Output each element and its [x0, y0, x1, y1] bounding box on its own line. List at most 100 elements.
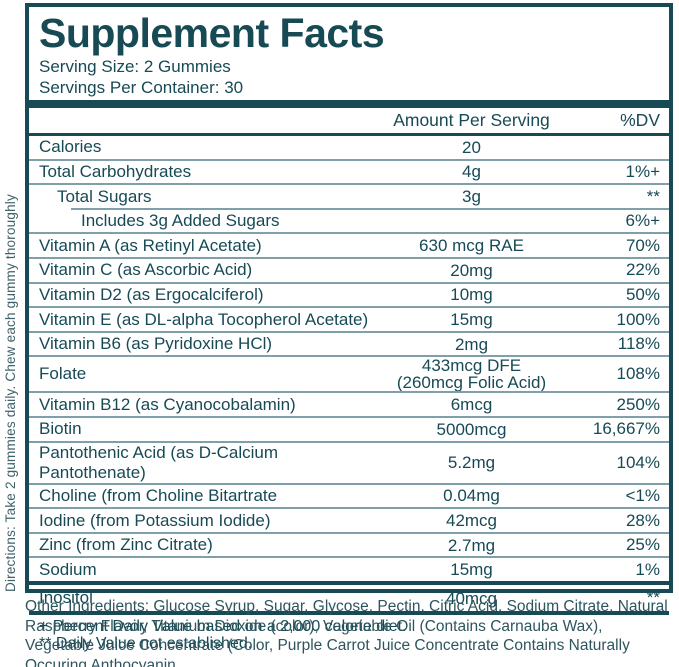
divider-thick-top [29, 100, 669, 109]
row-separator [29, 482, 669, 485]
nutrient-name: Calories [39, 137, 102, 157]
table-row: Total Sugars 3g ** [29, 185, 669, 208]
table-row: Total Carbohydrates 4g 1%+ [29, 161, 669, 184]
nutrient-amount: 3g [462, 187, 481, 207]
nutrient-amount: 2.7mg [447, 535, 496, 555]
nutrient-dv: 70% [625, 235, 660, 255]
nutrient-amount: 15mg [450, 310, 493, 330]
nutrient-dv: 25% [625, 535, 660, 555]
nutrient-dv: 104% [616, 452, 660, 472]
table-row: Includes 3g Added Sugars 6%+ [29, 210, 669, 233]
nutrient-name: Choline (from Choline Bitartrate [39, 485, 278, 505]
row-separator [29, 507, 669, 510]
nutrient-dv: 108% [616, 364, 660, 384]
nutrient-name: Folate [39, 364, 87, 384]
divider-above-inositol [29, 581, 669, 585]
nutrient-dv: 28% [625, 510, 660, 530]
nutrient-name: Sodium [39, 559, 97, 579]
row-separator [29, 306, 669, 309]
nutrient-amount: 630 mcg RAE [419, 236, 524, 256]
nutrient-amount: 42mcg [445, 511, 498, 531]
divider-above-footnotes [29, 611, 669, 615]
row-separator [29, 391, 669, 394]
nutrient-amount: 20 [462, 137, 481, 157]
facts-rows: Calories 20 Total Carbohydrates 4g 1%+ Total … [29, 136, 669, 581]
table-row: Folate 433mcg DFE (260mcg Folic Acid) 108% [29, 357, 669, 391]
row-separator [29, 281, 669, 284]
table-row: Biotin 5000mcg 16,667% [29, 418, 669, 441]
table-row: Vitamin B12 (as Cyanocobalamin) 6mcg 250% [29, 393, 669, 416]
table-row: Vitamin D2 (as Ergocalciferol) 10mg 50% [29, 284, 669, 307]
nutrient-name: Vitamin E (as DL-alpha Tocopherol Acetat… [39, 309, 369, 329]
nutrient-dv: 50% [625, 284, 660, 304]
row-separator [29, 355, 669, 358]
nutrient-dv: ** [646, 186, 660, 206]
nutrient-dv: 6%+ [625, 211, 661, 231]
other-ingredients-text: Other Ingredients: Glucose Syrup, Sugar,… [25, 598, 668, 667]
nutrient-amount: 5000mcg [436, 419, 507, 439]
table-row: Vitamin A (as Retinyl Acetate) 630 mcg RA… [29, 234, 669, 257]
row-separator [29, 416, 669, 419]
table-row: Vitamin C (as Ascorbic Acid) 20mg 22% [29, 259, 669, 282]
nutrient-dv: 1%+ [625, 161, 661, 181]
nutrient-amount: 5.2mg [447, 453, 496, 473]
nutrient-name: Total Carbohydrates [39, 161, 192, 181]
nutrient-dv: 118% [617, 334, 660, 354]
nutrient-amount: 10mg [450, 285, 493, 305]
nutrient-name: Total Sugars [57, 186, 152, 206]
nutrient-dv: ** [646, 588, 660, 607]
nutrient-amount: 2mg [454, 334, 489, 354]
row-separator [29, 183, 669, 186]
nutrient-amount: 433mcg DFE (260mcg Folic Acid) [374, 357, 569, 391]
row-separator [29, 531, 669, 534]
row-separator [29, 440, 669, 443]
nutrient-dv: 16,667% [592, 419, 660, 439]
nutrient-name: Pantothenic Acid (as D-Calcium Pantothen… [39, 442, 279, 482]
table-row: Calories 20 [29, 136, 669, 159]
nutrient-name: Includes 3g Added Sugars [81, 211, 280, 231]
footnote-daily-value: + Percent Daily Value based on a 2,000 c… [39, 618, 407, 635]
nutrient-name: Inositol [39, 588, 93, 607]
row-separator [29, 158, 669, 161]
nutrient-name: Biotin [39, 419, 82, 439]
table-row: Iodine (from Potassium Iodide) 42mcg 28% [29, 509, 669, 532]
servings-per-container: Servings Per Container: 30 [39, 78, 244, 98]
below-panel: Other Ingredients: Glucose Syrup, Sugar,… [25, 597, 675, 667]
directions-vertical-text: Directions: Take 2 gummies daily. Chew e… [3, 194, 18, 592]
row-separator [29, 556, 669, 559]
row-separator [29, 232, 669, 235]
table-row: Vitamin E (as DL-alpha Tocopherol Acetat… [29, 308, 669, 331]
table-row: Vitamin B6 (as Pyridoxine HCl) 2mg 118% [29, 333, 669, 356]
nutrient-name: Vitamin C (as Ascorbic Acid) [39, 260, 253, 280]
nutrient-name: Vitamin B12 (as Cyanocobalamin) [39, 394, 296, 414]
nutrient-dv: 250% [616, 394, 660, 414]
table-row: Zinc (from Zinc Citrate) 2.7mg 25% [29, 534, 669, 557]
nutrient-dv: 22% [625, 260, 660, 280]
table-row: Sodium 15mg 1% [29, 558, 669, 581]
table-row: Choline (from Choline Bitartrate 0.04mg <1… [29, 485, 669, 508]
nutrient-dv: 100% [616, 309, 660, 329]
supplement-facts-panel: Supplement Facts Serving Size: 2 Gummies… [25, 3, 673, 652]
row-separator [29, 330, 669, 333]
footnote-not-established: ** Daily Value not established. [39, 635, 253, 652]
row-separator [71, 207, 669, 210]
nutrient-name: Zinc (from Zinc Citrate) [39, 535, 213, 555]
nutrient-amount: 40mcg [445, 588, 498, 608]
table-row: Inositol 40mcg ** [29, 585, 669, 611]
table-row: Pantothenic Acid (as D-Calcium Pantothen… [29, 443, 669, 483]
divider-under-header [29, 133, 669, 137]
nutrient-amount: 6mcg [450, 395, 493, 415]
facts-title: Supplement Facts [39, 10, 385, 56]
facts-header: Supplement Facts Serving Size: 2 Gummies… [29, 7, 669, 100]
nutrient-name: Vitamin D2 (as Ergocalciferol) [39, 284, 264, 304]
serving-size: Serving Size: 2 Gummies [39, 57, 231, 77]
nutrient-name: Vitamin B6 (as Pyridoxine HCl) [39, 334, 273, 354]
nutrient-amount: 4g [462, 162, 481, 182]
nutrient-amount: 15mg [450, 560, 493, 580]
nutrient-name: Vitamin A (as Retinyl Acetate) [39, 235, 262, 255]
footnotes: + Percent Daily Value based on a 2,000 c… [29, 615, 669, 656]
nutrient-amount: 20mg [450, 260, 493, 280]
nutrient-dv: 1% [635, 559, 660, 579]
nutrient-dv: <1% [625, 485, 661, 505]
